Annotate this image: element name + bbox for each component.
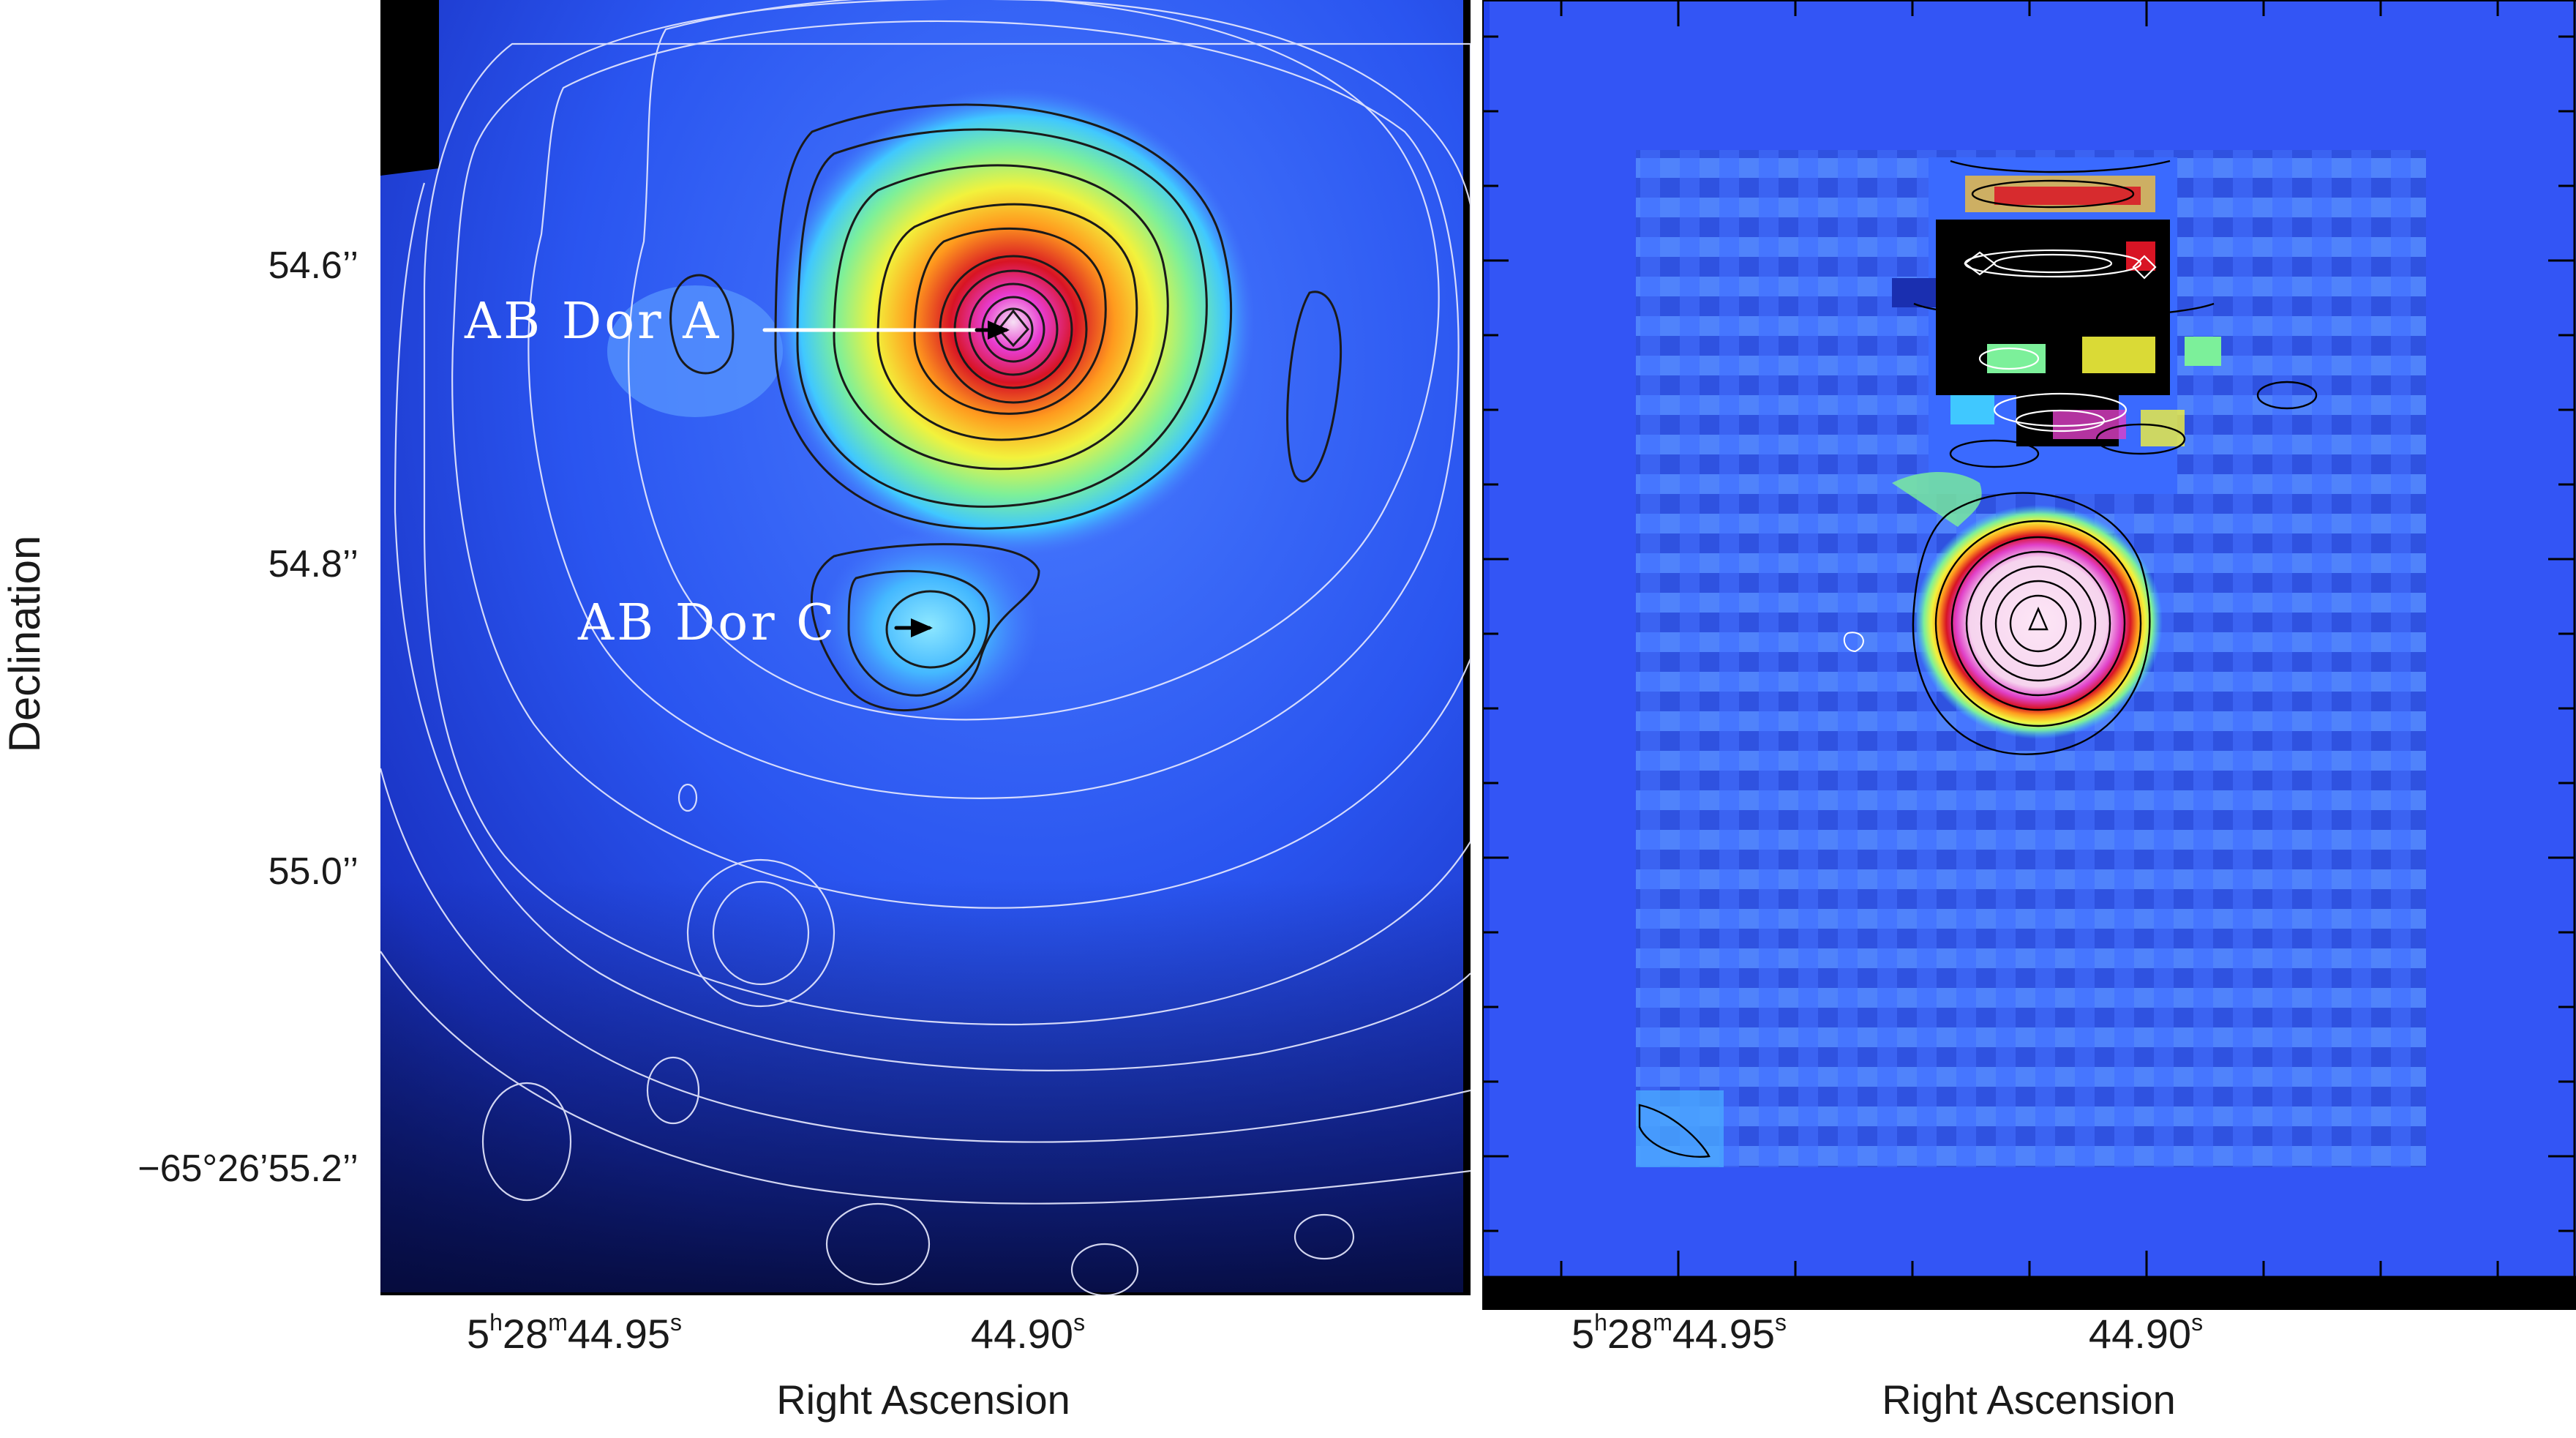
x-axis-title-left: Right Ascension: [776, 1377, 1070, 1423]
tick-hours-unit: h: [1594, 1309, 1607, 1336]
residual-contours: [1964, 249, 2157, 432]
outer-contours: [380, 0, 1471, 1295]
tick-minutes-unit: m: [1653, 1309, 1672, 1336]
tick-hours: 5: [466, 1311, 490, 1357]
x-tick-label-left-44-90: 44.90s: [971, 1310, 1085, 1358]
residual-source-c: [1638, 472, 2163, 1158]
right-axis-ticks: [1482, 0, 2576, 1310]
tick-minutes-unit: m: [548, 1309, 568, 1336]
x-axis-title-right: Right Ascension: [1882, 1377, 2176, 1423]
x-tick-label-left-44-95: 5h28m44.95s: [467, 1310, 682, 1358]
ab-dor-a-contours: [774, 103, 1232, 530]
tick-seconds-unit: s: [670, 1309, 683, 1336]
label-ab-dor-c: AB Dor C: [578, 594, 838, 652]
tick-seconds-unit: s: [1073, 1309, 1086, 1336]
ab-dor-c-contours: [669, 274, 1343, 712]
tick-seconds: 44.95: [567, 1311, 671, 1357]
residual-region-a: [1892, 157, 2221, 494]
x-tick-label-right-44-95: 5h28m44.95s: [1571, 1310, 1787, 1358]
label-ab-dor-a: AB Dor A: [465, 293, 722, 351]
y-tick-label-55-0: 55.0’’: [268, 850, 358, 893]
tick-hours: 5: [1571, 1311, 1595, 1357]
tick-hours-unit: h: [489, 1309, 503, 1336]
y-tick-label-54-8: 54.8’’: [268, 543, 358, 585]
tick-seconds: 44.90: [970, 1311, 1074, 1357]
tick-minutes: 28: [502, 1311, 549, 1357]
y-tick-label-55-2: −65°26’55.2’’: [138, 1147, 358, 1190]
x-tick-label-right-44-90: 44.90s: [2089, 1310, 2203, 1358]
tick-seconds-unit: s: [2191, 1309, 2204, 1336]
y-tick-label-54-6: 54.6’’: [268, 244, 358, 287]
annotation-arrows: [762, 321, 1010, 637]
tick-seconds: 44.95: [1672, 1311, 1776, 1357]
right-panel-image: [1482, 0, 2576, 1310]
tick-seconds: 44.90: [2088, 1311, 2192, 1357]
tick-minutes: 28: [1607, 1311, 1653, 1357]
tick-seconds-unit: s: [1775, 1309, 1787, 1336]
left-panel-image: [380, 0, 1471, 1295]
ab-dor-c-source: [819, 531, 1039, 721]
